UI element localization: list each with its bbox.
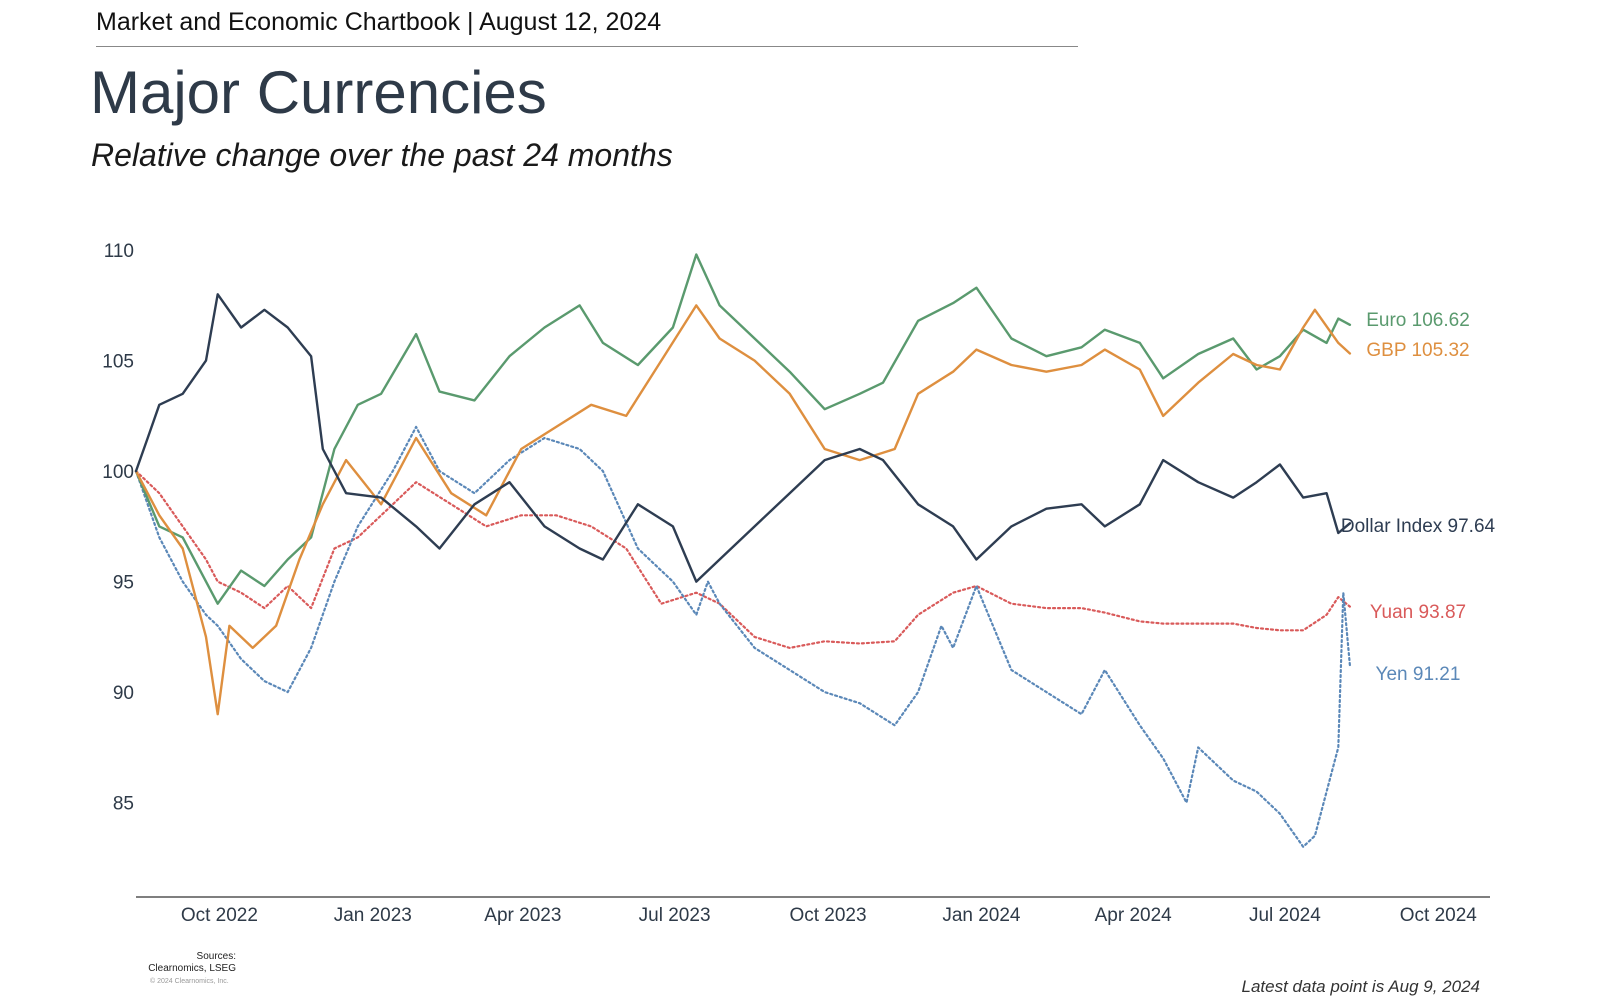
x-tick-label: Jul 2024: [1249, 905, 1321, 926]
series-end-label-yuan: Yuan 93.87: [1370, 602, 1466, 623]
series-lines: [134, 253, 1352, 848]
x-tick-label: Oct 2022: [181, 905, 258, 926]
header-divider: [96, 46, 1078, 47]
latest-data-note: Latest data point is Aug 9, 2024: [1241, 977, 1481, 996]
x-tick-label: Oct 2023: [789, 905, 866, 926]
x-tick-label: Jul 2023: [639, 905, 711, 926]
page-title: Major Currencies: [90, 59, 547, 126]
page-subtitle: Relative change over the past 24 months: [91, 137, 673, 173]
x-tick-label: Apr 2024: [1095, 905, 1173, 926]
x-tick-label: Jan 2024: [942, 905, 1021, 926]
series-line-yuan: [134, 470, 1351, 649]
chartbook-header: Market and Economic Chartbook | August 1…: [96, 8, 662, 36]
y-tick-label: 90: [113, 683, 134, 704]
series-end-labels: Euro 106.62 GBP 105.32 Dollar Index 97.64 Y…: [1341, 310, 1496, 685]
series-line-dollar-index: [134, 293, 1352, 583]
series-line-yen: [134, 425, 1351, 848]
series-end-label-yen: Yen 91.21: [1376, 664, 1461, 685]
y-tick-label: 95: [113, 573, 134, 594]
y-axis-labels: 85 90 95 100 105 110: [102, 241, 134, 815]
copyright-note: © 2024 Clearnomics, Inc.: [150, 978, 229, 985]
series-end-label-gbp: GBP 105.32: [1366, 340, 1469, 361]
x-tick-label: Oct 2024: [1400, 905, 1478, 926]
y-tick-label: 85: [113, 794, 134, 815]
x-axis-labels: Oct 2022 Jan 2023 Apr 2023 Jul 2023 Oct 2023…: [181, 905, 1477, 926]
series-line-euro: [134, 253, 1352, 605]
x-tick-label: Jan 2023: [334, 905, 412, 926]
series-end-label-dollar-index: Dollar Index 97.64: [1341, 516, 1496, 537]
x-tick-label: Apr 2023: [484, 905, 561, 926]
y-tick-label: 105: [102, 352, 134, 373]
series-end-label-euro: Euro 106.62: [1366, 310, 1470, 331]
sources-note: Sources: Clearnomics, LSEG: [148, 951, 236, 974]
y-tick-label: 110: [104, 241, 134, 262]
y-tick-label: 100: [102, 462, 134, 483]
series-line-gbp: [134, 304, 1352, 716]
